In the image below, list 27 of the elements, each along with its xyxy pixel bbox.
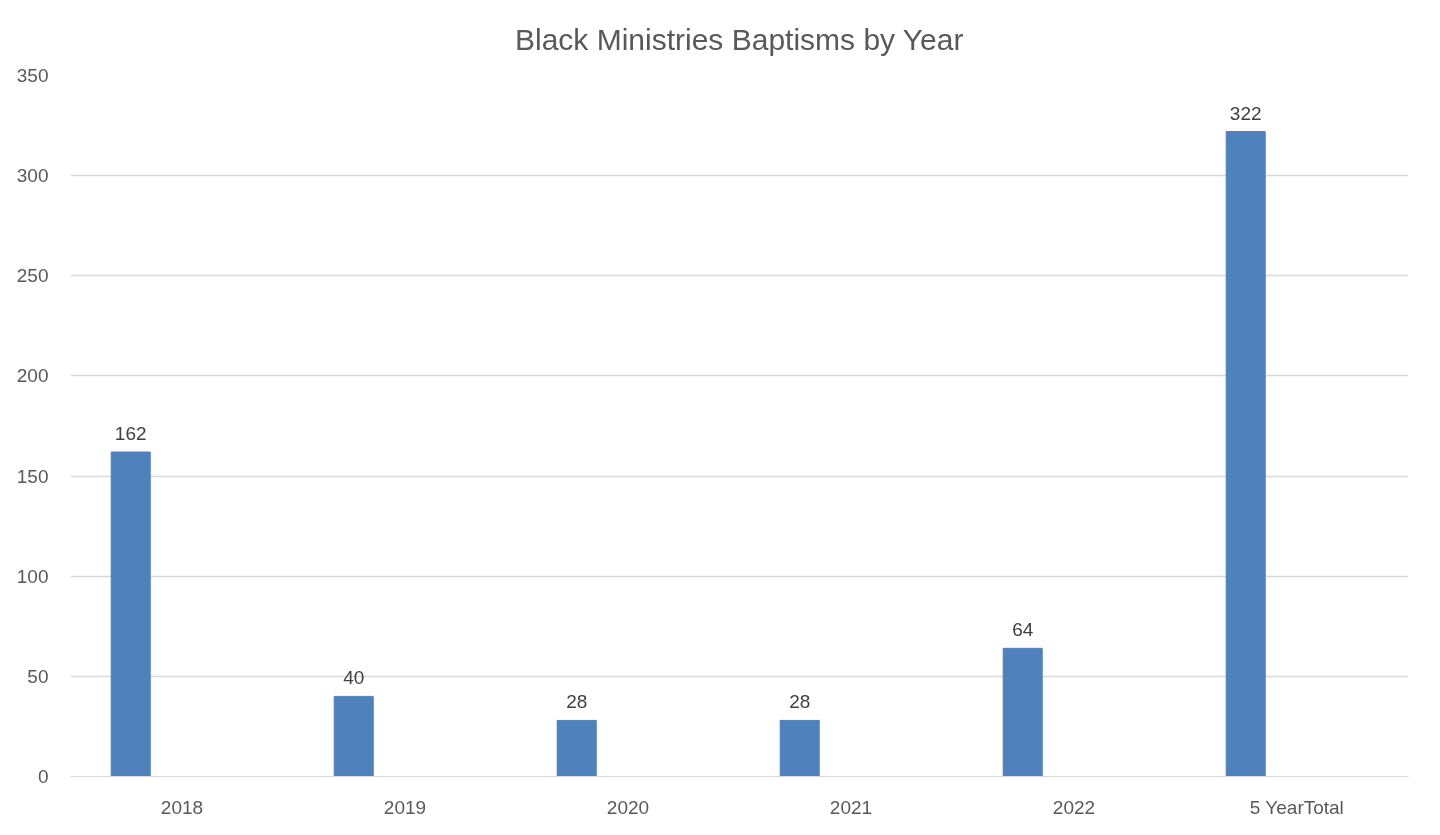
bar [1225, 131, 1266, 777]
y-tick-label: 250 [16, 265, 49, 287]
x-tick-label: 5 YearTotal [1249, 796, 1344, 818]
x-tick-label: 2020 [606, 796, 650, 818]
chart-title: Black Ministries Baptisms by Year [514, 22, 964, 56]
bar [333, 695, 374, 777]
y-tick-label: 100 [16, 565, 49, 587]
x-tick-label: 2021 [829, 796, 873, 818]
bar [1002, 647, 1043, 777]
y-tick-label: 300 [16, 165, 49, 187]
data-label: 322 [1229, 102, 1262, 124]
x-tick-label: 2018 [160, 796, 204, 818]
x-tick-label: 2022 [1052, 796, 1096, 818]
y-tick-label: 0 [37, 766, 49, 787]
y-tick-label: 50 [27, 665, 49, 687]
data-label: 28 [566, 691, 588, 713]
bar [556, 719, 597, 777]
data-label: 64 [1012, 619, 1034, 641]
y-tick-label: 150 [16, 465, 49, 487]
bar [779, 719, 820, 777]
y-tick-label: 350 [16, 65, 49, 86]
bar [110, 451, 151, 777]
data-label: 162 [114, 423, 147, 445]
data-label: 40 [343, 667, 365, 689]
x-tick-label: 2019 [383, 796, 427, 818]
data-label: 28 [789, 691, 811, 713]
y-tick-label: 200 [16, 365, 49, 387]
